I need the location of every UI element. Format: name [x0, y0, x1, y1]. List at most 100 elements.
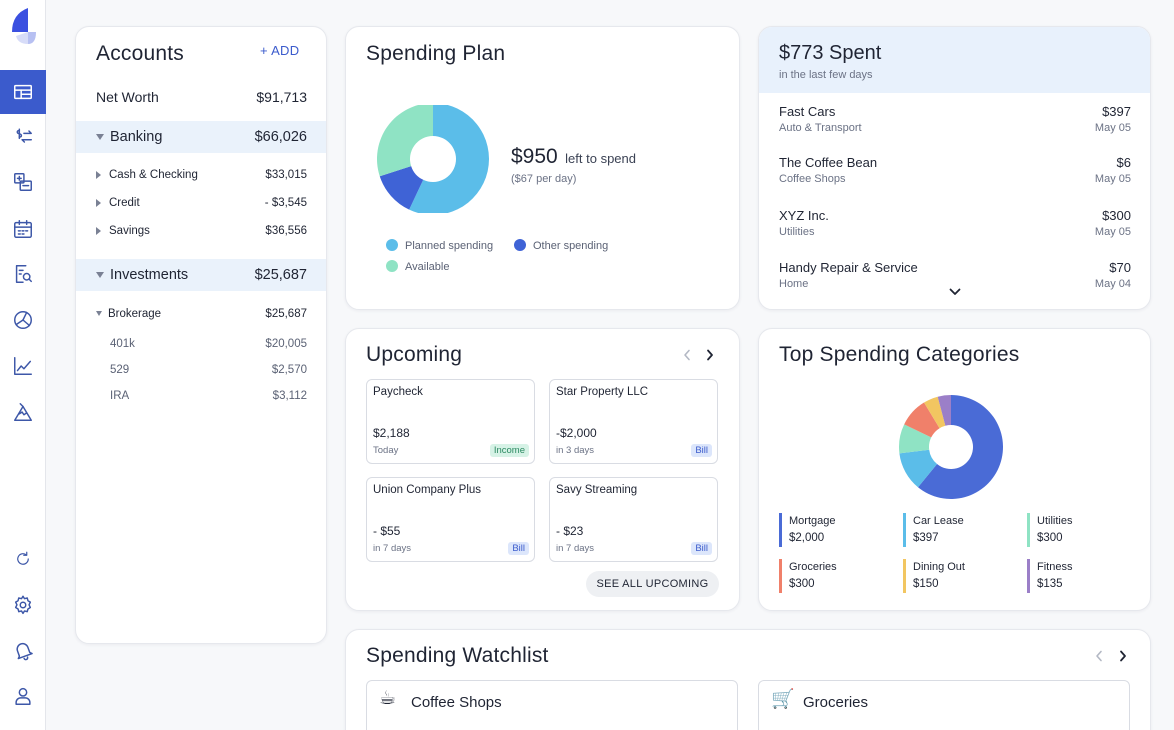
transaction-amount: $70	[1109, 260, 1131, 275]
watchlist-item-groceries[interactable]: 🛒 Groceries	[758, 680, 1130, 730]
category-name: Car Lease	[913, 515, 964, 527]
investments-icon	[14, 357, 32, 375]
accounts-card: Accounts + ADD Net Worth $91,713 Banking…	[75, 26, 327, 644]
next-arrow-icon[interactable]	[706, 349, 714, 361]
coffee-icon: ☕	[379, 688, 397, 709]
spending-plan-donut[interactable]	[375, 105, 491, 213]
account-row-cash-checking[interactable]: Cash & Checking $33,015	[76, 167, 326, 183]
spent-header: $773 Spent in the last few days	[759, 27, 1150, 93]
donut-slice-planned[interactable]	[409, 105, 489, 213]
category-dining-out[interactable]: Dining Out $150	[903, 559, 1013, 593]
donut-slice-mortgage[interactable]	[918, 395, 1003, 499]
left-to-spend-amount: $950	[511, 145, 558, 168]
nav-profile[interactable]	[0, 674, 46, 718]
upcoming-item[interactable]: Savy Streaming - $23 in 7 days Bill	[549, 477, 718, 562]
donut-slice-car-lease[interactable]	[899, 449, 938, 488]
watchlist-name: Coffee Shops	[411, 694, 502, 711]
account-row-credit[interactable]: Credit - $3,545	[76, 195, 326, 211]
top-categories-donut[interactable]	[898, 394, 1004, 500]
nav-settings[interactable]	[0, 583, 46, 627]
account-row-brokerage[interactable]: Brokerage $25,687	[76, 306, 326, 322]
nav-calendar[interactable]	[0, 207, 46, 251]
donut-slice-dining-out[interactable]	[924, 396, 946, 429]
legend-other: Other spending	[514, 239, 608, 252]
account-row-529[interactable]: 529 $2,570	[76, 362, 326, 378]
investments-group-header[interactable]: Investments $25,687	[76, 259, 326, 291]
nav-dashboard[interactable]	[0, 70, 46, 114]
next-arrow-icon[interactable]	[1119, 650, 1127, 662]
account-row-401k[interactable]: 401k $20,005	[76, 336, 326, 352]
donut-slice-available[interactable]	[377, 105, 433, 177]
category-name: Dining Out	[913, 561, 965, 573]
transaction-name: Fast Cars	[779, 104, 836, 119]
app-logo-icon[interactable]	[8, 6, 38, 46]
nav-categories[interactable]	[0, 298, 46, 342]
account-value: $3,112	[272, 390, 307, 402]
reports-icon	[15, 265, 32, 283]
previous-arrow-icon[interactable]	[683, 349, 691, 361]
category-groceries[interactable]: Groceries $300	[779, 559, 889, 593]
per-day-amount: ($67 per day)	[511, 173, 577, 185]
transaction-name: XYZ Inc.	[779, 208, 829, 223]
expand-chevron-down-icon[interactable]	[949, 288, 961, 296]
account-value: $33,015	[265, 169, 307, 181]
category-value: $300	[1037, 532, 1063, 544]
spending-plan-title: Spending Plan	[366, 42, 506, 65]
nav-reports[interactable]	[0, 252, 46, 296]
recent-spending-card: $773 Spent in the last few days Fast Car…	[758, 26, 1151, 310]
refresh-icon	[17, 551, 29, 565]
add-account-button[interactable]: + ADD	[260, 43, 300, 58]
nav-notifications[interactable]	[0, 628, 46, 672]
category-value: $397	[913, 532, 939, 544]
banking-label: Banking	[110, 129, 163, 145]
legend-dot	[386, 260, 398, 272]
upcoming-amount: $2,188	[373, 426, 410, 440]
account-row-ira[interactable]: IRA $3,112	[76, 388, 326, 404]
transaction-category: Utilities	[779, 226, 815, 238]
banking-group-header[interactable]: Banking $66,026	[76, 121, 326, 153]
account-value: - $3,545	[264, 197, 307, 209]
transaction-name: The Coffee Bean	[779, 155, 878, 170]
upcoming-when: in 7 days	[556, 543, 595, 554]
account-value: $2,570	[271, 364, 307, 376]
sidebar	[0, 0, 46, 730]
bill-badge: Bill	[508, 542, 529, 555]
donut-slice-utilities[interactable]	[899, 424, 932, 454]
upcoming-item[interactable]: Union Company Plus - $55 in 7 days Bill	[366, 477, 535, 562]
donut-slice-groceries[interactable]	[904, 402, 940, 438]
transaction-date: May 04	[1094, 278, 1131, 290]
nav-budget[interactable]	[0, 160, 46, 204]
caret-down-icon	[96, 272, 104, 279]
upcoming-amount: - $55	[373, 524, 401, 538]
category-value: $150	[913, 578, 939, 590]
category-car-lease[interactable]: Car Lease $397	[903, 513, 1013, 547]
transactions-icon	[16, 128, 32, 143]
net-worth-row: Net Worth $91,713	[76, 87, 326, 107]
transaction-date: May 05	[1094, 122, 1131, 134]
upcoming-item[interactable]: Star Property LLC -$2,000 in 3 days Bill	[549, 379, 718, 464]
previous-arrow-icon[interactable]	[1095, 650, 1103, 662]
nav-refresh[interactable]	[0, 537, 46, 581]
category-utilities[interactable]: Utilities $300	[1027, 513, 1137, 547]
caret-right-icon	[96, 170, 101, 179]
category-name: Utilities	[1037, 515, 1073, 527]
upcoming-item[interactable]: Paycheck $2,188 Today Income	[366, 379, 535, 464]
category-fitness[interactable]: Fitness $135	[1027, 559, 1137, 593]
see-all-upcoming-button[interactable]: SEE ALL UPCOMING	[586, 571, 719, 597]
donut-slice-fitness[interactable]	[937, 395, 951, 426]
nav-investments[interactable]	[0, 344, 46, 388]
nav-transactions[interactable]	[0, 115, 46, 159]
nav-goals[interactable]	[0, 390, 46, 434]
notifications-icon	[16, 642, 33, 661]
upcoming-when: Today	[373, 445, 399, 456]
account-label: Cash & Checking	[109, 169, 198, 181]
watchlist-item-coffee-shops[interactable]: ☕ Coffee Shops	[366, 680, 738, 730]
transaction-category: Home	[779, 278, 809, 290]
legend-planned: Planned spending	[386, 239, 493, 252]
donut-slice-other[interactable]	[379, 166, 424, 210]
account-row-savings[interactable]: Savings $36,556	[76, 223, 326, 239]
upcoming-amount: - $23	[556, 524, 584, 538]
upcoming-amount: -$2,000	[556, 426, 597, 440]
category-mortgage[interactable]: Mortgage $2,000	[779, 513, 889, 547]
watchlist-name: Groceries	[803, 694, 869, 711]
